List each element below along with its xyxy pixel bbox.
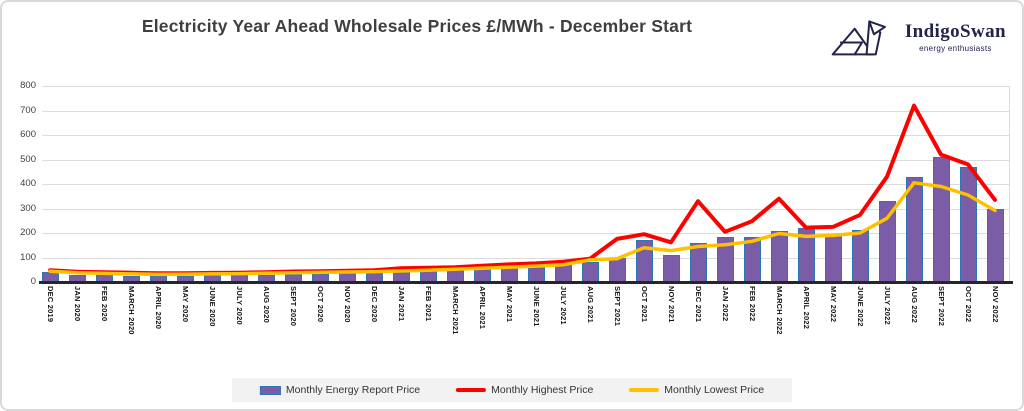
bar-march-2020: [122, 275, 140, 282]
y-tick-label: 300: [20, 202, 36, 214]
x-tick-label: OCT 2020: [316, 286, 325, 323]
x-axis-line: [39, 281, 1013, 284]
legend-bar-swatch: [259, 385, 281, 395]
x-tick-label: JULY 2021: [559, 286, 568, 325]
x-tick-label: DEC 2019: [46, 286, 55, 323]
bar-aug-2020: [257, 274, 275, 282]
x-tick-label: OCT 2022: [964, 286, 973, 323]
bar-nov-2021: [662, 255, 680, 282]
x-tick-label: MAY 2021: [505, 286, 514, 323]
y-tick-label: 800: [20, 80, 36, 91]
x-tick-label: MAY 2020: [181, 286, 190, 323]
x-tick-label: SEPT 2021: [613, 286, 622, 327]
x-tick-label: APRIL 2020: [154, 286, 163, 330]
x-tick-label: NOV 2022: [991, 286, 1000, 323]
x-tick-label: JULY 2022: [883, 286, 892, 325]
y-tick-label: 700: [20, 104, 36, 116]
bar-may-2020: [176, 275, 194, 282]
origami-swan-icon: [831, 20, 886, 56]
x-tick-label: APRIL 2022: [802, 286, 811, 330]
x-tick-label: APRIL 2021: [478, 286, 487, 330]
x-tick-label: SEPT 2020: [289, 286, 298, 327]
bar-jan-2020: [68, 274, 86, 282]
gridline-100: [42, 257, 1010, 259]
y-tick-label: 100: [20, 251, 36, 263]
x-tick-label: MARCH 2022: [775, 286, 784, 335]
bar-dec-2020: [365, 273, 383, 282]
x-tick-label: MARCH 2020: [127, 286, 136, 335]
y-tick-label: 200: [20, 227, 36, 238]
gridline-700: [42, 110, 1010, 112]
x-tick-label: MAY 2022: [829, 286, 838, 323]
bar-july-2020: [230, 275, 248, 282]
bar-feb-2022: [743, 237, 761, 282]
x-tick-label: SEPT 2022: [937, 286, 946, 327]
gridline-300: [42, 208, 1010, 210]
logo-text: IndigoSwan energy enthusiasts: [905, 21, 1006, 53]
legend: Monthly Energy Report Price Monthly Highe…: [231, 378, 793, 402]
x-tick-label: DEC 2020: [370, 286, 379, 323]
bar-june-2022: [851, 230, 869, 282]
x-tick-label: AUG 2021: [586, 286, 595, 324]
y-tick-label: 600: [20, 129, 36, 140]
logo-tagline: energy enthusiasts: [919, 44, 992, 53]
monthly-lowest-price-line: [48, 181, 997, 277]
legend-line-swatch: [629, 388, 660, 392]
x-tick-label: JUNE 2021: [532, 286, 541, 327]
x-tick-label: AUG 2020: [262, 286, 271, 324]
logo-name: IndigoSwan: [904, 21, 1006, 42]
gridline-200: [42, 233, 1010, 234]
x-tick-label: FEB 2022: [748, 286, 757, 322]
x-tick-label: FEB 2021: [424, 286, 433, 322]
legend-label: Monthly Lowest Price: [664, 384, 765, 396]
gridline-400: [42, 184, 1010, 185]
x-tick-label: JUNE 2020: [208, 286, 217, 327]
x-tick-label: AUG 2022: [910, 286, 919, 324]
bar-feb-2020: [95, 275, 113, 282]
plot-area: DEC 2019 JAN 2020 FEB 2020 MARCH 2020 APRIL …: [39, 86, 1013, 335]
monthly-highest-price-line: [48, 103, 997, 276]
x-tick-label: NOV 2021: [667, 286, 676, 323]
y-tick-label: 500: [20, 153, 36, 165]
chart-title: Electricity Year Ahead Wholesale Prices …: [141, 16, 693, 36]
x-tick-label: JUNE 2022: [856, 286, 865, 327]
bar-aug-2021: [581, 261, 599, 282]
bar-dec-2021: [689, 242, 707, 282]
legend-line-swatch: [456, 388, 487, 392]
legend-item-monthly-highest-price: Monthly Highest Price: [456, 384, 593, 396]
legend-item-monthly-energy-report-price: Monthly Energy Report Price: [259, 384, 421, 396]
x-tick-label: JAN 2020: [73, 286, 82, 322]
y-tick-label: 400: [20, 178, 36, 189]
bar-sept-2020: [284, 274, 302, 282]
x-tick-label: JAN 2022: [721, 286, 730, 322]
x-tick-label: DEC 2021: [694, 286, 703, 323]
bar-oct-2020: [311, 274, 329, 282]
line-series: [48, 103, 997, 277]
gridline-600: [42, 135, 1010, 136]
x-tick-label: NOV 2020: [343, 286, 352, 323]
legend-item-monthly-lowest-price: Monthly Lowest Price: [629, 384, 764, 396]
indigoswan-logo: IndigoSwan energy enthusiasts: [829, 10, 1006, 64]
gridline-500: [42, 159, 1010, 161]
x-tick-label: JULY 2020: [235, 286, 244, 325]
gridline-800: [42, 86, 1010, 87]
bar-june-2020: [203, 275, 221, 282]
legend-label: Monthly Highest Price: [491, 384, 594, 396]
x-tick-label: JAN 2021: [397, 286, 406, 322]
x-tick-label: MARCH 2021: [451, 286, 460, 335]
x-tick-label: OCT 2021: [640, 286, 649, 323]
legend-label: Monthly Energy Report Price: [285, 384, 421, 396]
bar-april-2020: [149, 275, 167, 282]
plot-right-border: [1009, 86, 1010, 282]
bar-jan-2022: [716, 236, 734, 282]
y-tick-label: 0: [30, 276, 36, 287]
x-tick-label: FEB 2020: [100, 286, 109, 322]
bar-aug-2022: [905, 176, 923, 282]
